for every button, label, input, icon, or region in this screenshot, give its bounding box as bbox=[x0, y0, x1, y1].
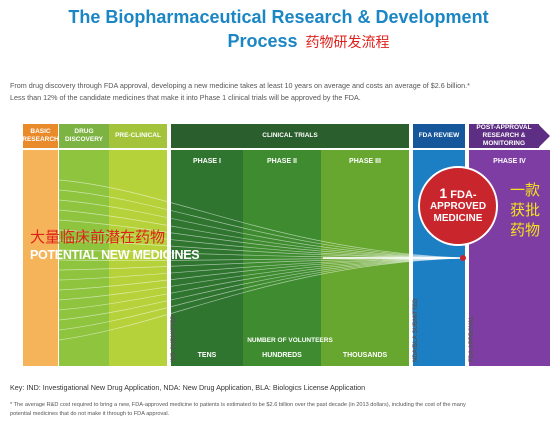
phase-2-label: PHASE II bbox=[267, 158, 297, 165]
approved-cn: 一款 获批 药物 bbox=[509, 181, 540, 239]
phase-3-label: PHASE III bbox=[349, 158, 381, 165]
nda-submitted-label: NDA/BLA SUBMITTED bbox=[413, 298, 419, 362]
funnel-lines bbox=[58, 179, 466, 341]
header-post-approval: POST-APPROVAL RESEARCH & MONITORING bbox=[469, 124, 539, 148]
approved-line2: APPROVED bbox=[429, 201, 487, 212]
approved-line1: FDA- bbox=[450, 189, 477, 201]
key-text: Key: IND: Investigational New Drug Appli… bbox=[10, 383, 366, 392]
column-ind-strip bbox=[167, 150, 171, 366]
approved-count: 1 bbox=[439, 185, 448, 201]
approved-medicine-badge: 1 FDA- APPROVED MEDICINE bbox=[418, 166, 498, 246]
intro-line-1: From drug discovery through FDA approval… bbox=[10, 81, 470, 90]
intro-line-2: Less than 12% of the candidate medicines… bbox=[10, 93, 361, 102]
header-fda-review: FDA REVIEW bbox=[413, 124, 465, 148]
footnote: * The average R&D cost required to bring… bbox=[10, 401, 550, 419]
header-clinical-trials: CLINICAL TRIALS bbox=[171, 124, 409, 148]
column-phase-1 bbox=[171, 150, 243, 366]
volunteers-thousands: THOUSANDS bbox=[342, 352, 388, 359]
page-title-line2: Process 药物研发流程 bbox=[227, 31, 390, 51]
footnote-line-1: * The average R&D cost required to bring… bbox=[10, 402, 466, 408]
header-drug-discovery: DRUG DISCOVERY bbox=[59, 124, 109, 148]
volunteers-label: NUMBER OF VOLUNTEERS bbox=[247, 337, 333, 344]
fda-approval-label: FDA APPROVAL bbox=[469, 315, 475, 362]
column-pre-clinical bbox=[109, 150, 167, 366]
phase-1-label: PHASE I bbox=[192, 158, 221, 165]
potential-medicines-cn: 大量临床前潜在药物 bbox=[30, 228, 166, 246]
column-approval-strip bbox=[465, 150, 469, 366]
page-title: The Biopharmaceutical Research & Develop… bbox=[68, 7, 489, 27]
intro-text: From drug discovery through FDA approval… bbox=[10, 80, 550, 104]
volunteers-hundreds: HUNDREDS bbox=[262, 352, 302, 359]
potential-new-medicines-label: POTENTIAL NEW MEDICINES bbox=[30, 248, 200, 262]
header-basic-research: BASIC RESEARCH bbox=[22, 124, 59, 148]
approved-line3: MEDICINE bbox=[433, 213, 483, 224]
arrow-head-icon bbox=[538, 124, 550, 148]
column-basic-research bbox=[23, 150, 58, 366]
volunteers-tens: TENS bbox=[197, 352, 217, 359]
title-cn: 药物研发流程 bbox=[305, 35, 390, 51]
column-phase-2 bbox=[243, 150, 321, 366]
header-pre-clinical: PRE-CLINICAL bbox=[109, 124, 167, 148]
footnote-line-2: potential medicines that do not make it … bbox=[10, 411, 170, 417]
phase-4-label: PHASE IV bbox=[493, 158, 526, 165]
